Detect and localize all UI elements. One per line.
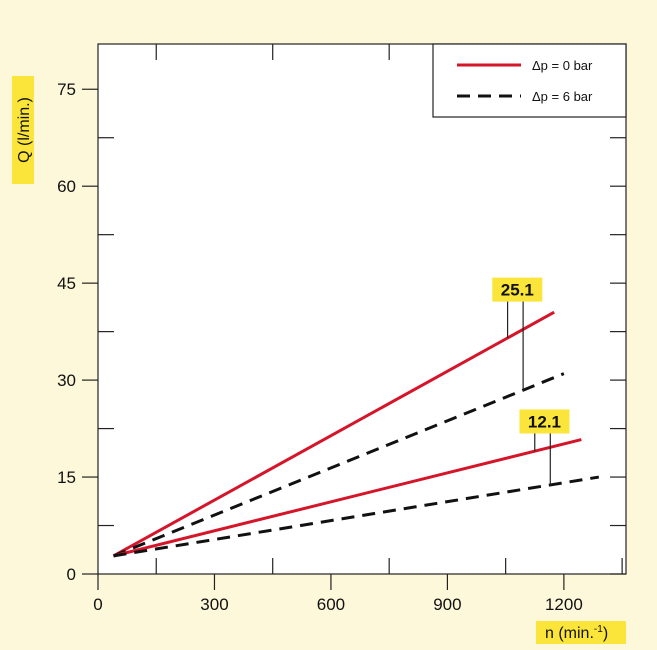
y-axis-title-text: Q (l/min.) [16,97,33,163]
x-axis-title-sup: -1 [594,624,603,635]
legend: Δp = 0 bar Δp = 6 bar [432,43,627,118]
x-tick-label: 600 [317,595,345,614]
x-tick-label: 1200 [545,595,583,614]
series-line-dashed-25-1 [112,372,565,558]
series-line-dashed-12-1 [113,475,600,558]
annotation-layer: 25.1 12.1 [492,277,570,485]
x-axis-title-text: n (min.-1) [545,624,608,642]
legend-label-solid: Δp = 0 bar [532,58,593,73]
y-tick-label: 45 [57,274,76,293]
value-label-bg [492,277,543,302]
x-axis-title-highlight [536,621,626,644]
value-label-text: 25.1 [501,281,534,300]
x-tick-label: 900 [433,595,461,614]
y-tick-label: 0 [67,565,76,584]
series-line-solid-25-1 [112,310,555,558]
y-tick-label: 30 [57,371,76,390]
series-line-solid-12-1 [113,438,582,558]
value-label-bg [519,409,570,434]
value-label-text: 12.1 [528,412,561,431]
legend-label-dashed: Δp = 6 bar [532,89,593,104]
y-axis-title-highlight [12,76,34,184]
y-tick-label: 75 [57,80,76,99]
x-axis-title-close: ) [603,625,608,642]
y-tick-label: 60 [57,177,76,196]
axis-ticks: 0 15 30 45 60 75 0 300 600 900 1200 [57,44,626,614]
y-tick-label: 15 [57,468,76,487]
x-axis-title: n (min.-1) [536,621,626,644]
x-tick-label: 0 [93,595,102,614]
legend-box [432,43,627,118]
x-axis-title-main: n (min. [545,625,594,642]
series-layer [112,310,600,558]
y-axis-title: Q (l/min.) [12,76,34,184]
x-tick-label: 300 [200,595,228,614]
